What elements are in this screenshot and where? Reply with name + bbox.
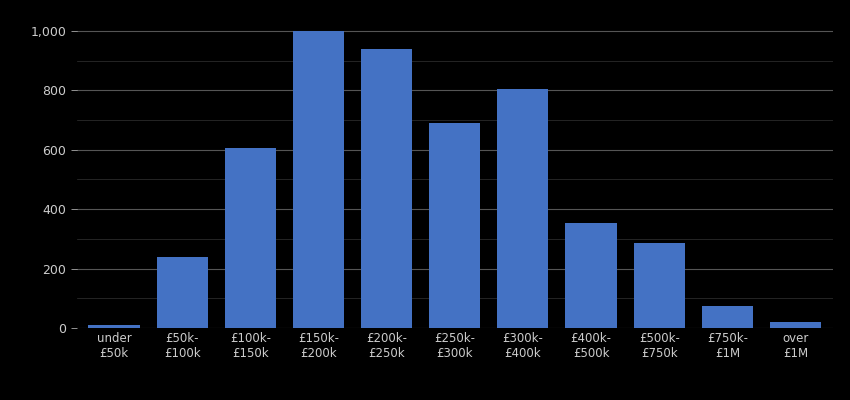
Bar [224, 148, 276, 328]
Bar [156, 257, 207, 328]
Bar [293, 31, 344, 328]
Bar [361, 49, 412, 328]
Bar [88, 325, 139, 328]
Bar [770, 322, 821, 328]
Bar [565, 222, 616, 328]
Bar [429, 123, 480, 328]
Bar [497, 89, 548, 328]
Bar [702, 306, 753, 328]
Bar [633, 243, 685, 328]
